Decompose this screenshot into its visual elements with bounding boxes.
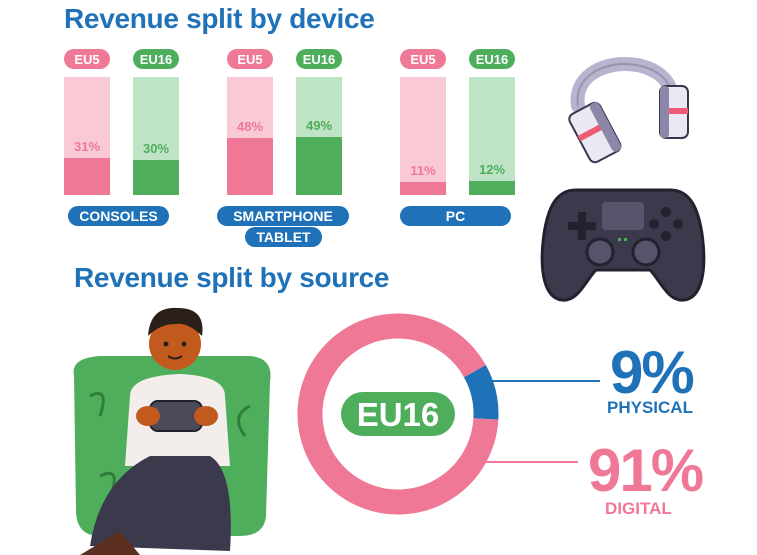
- gamer-illustration: [73, 307, 271, 555]
- bar-eu5-1: [64, 158, 110, 195]
- donut-value-physical: 9%: [610, 339, 695, 406]
- bar-eu16-1: [133, 160, 179, 195]
- category-label-3: PC: [400, 206, 511, 226]
- donut-center-label: EU16: [357, 396, 440, 433]
- category-label-1: CONSOLES: [68, 206, 169, 226]
- bar-value-label-eu5-3: 11%: [410, 163, 436, 178]
- bar-track-eu5-2: [227, 77, 273, 195]
- legend-pill-eu16-1: EU16: [133, 49, 179, 69]
- donut-slice-physical: [463, 365, 499, 420]
- bar-value-label-eu5-2: 48%: [236, 119, 264, 134]
- donut-category-digital: DIGITAL: [605, 499, 672, 518]
- category-label-2-line-2: TABLET: [245, 227, 322, 247]
- bar-track-eu16-2: [296, 77, 342, 195]
- source-section-title: Revenue split by source: [74, 262, 390, 293]
- bar-track-eu16-1: [133, 77, 179, 195]
- bar-value-label-eu16-2: 49%: [305, 118, 333, 133]
- bar-eu5-2: [227, 138, 273, 195]
- legend-pill-eu16-2: EU16: [296, 49, 342, 69]
- bar-eu5-3: [400, 182, 446, 195]
- bar-track-eu16-3: [469, 77, 515, 195]
- donut-value-digital: 91%: [588, 437, 704, 504]
- legend-pill-eu16-3: EU16: [469, 49, 515, 69]
- legend-pill-eu5-1: EU5: [64, 49, 110, 69]
- category-label-2-line-1: SMARTPHONE: [217, 206, 349, 226]
- device-section-title: Revenue split by device: [64, 3, 375, 34]
- bar-track-eu5-1: [64, 77, 110, 195]
- bar-value-label-eu16-3: 12%: [478, 162, 506, 177]
- bar-value-label-eu5-1: 31%: [73, 139, 101, 154]
- legend-pill-eu5-3: EU5: [400, 49, 446, 69]
- game-controller-icon: [540, 188, 706, 302]
- legend-pill-eu5-2: EU5: [227, 49, 273, 69]
- bar-track-eu5-3: [400, 77, 446, 195]
- bar-eu16-3: [469, 181, 515, 195]
- donut-center-pill: [341, 392, 455, 436]
- bar-value-label-eu16-1: 30%: [142, 141, 170, 156]
- donut-slice-digital: [297, 313, 499, 515]
- device-bar-chart: EU5 31% EU16 30% CONSOLES EU5 48% EU16 49% SMARTP…: [0, 0, 757, 250]
- bar-eu16-2: [296, 137, 342, 195]
- donut-category-physical: PHYSICAL: [607, 398, 693, 417]
- headphones-icon: [568, 57, 689, 164]
